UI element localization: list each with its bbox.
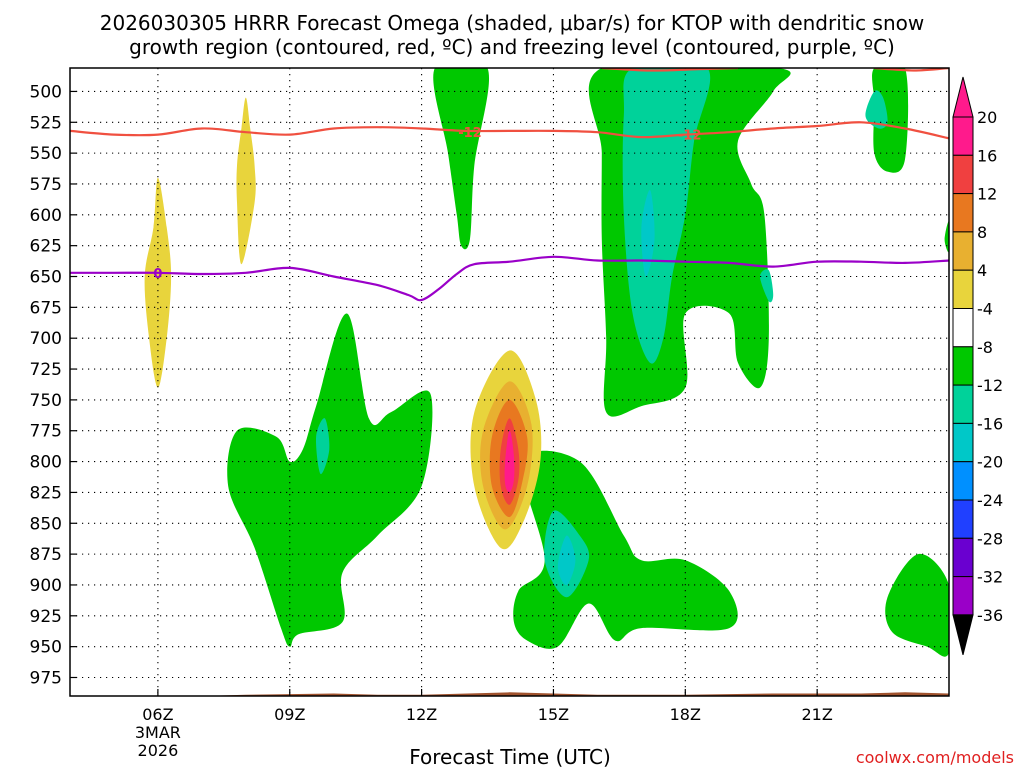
y-tick-label: 900 <box>30 576 62 596</box>
omega-region--16 <box>641 189 655 277</box>
x-year-label: 2026 <box>138 741 179 760</box>
colorbar-segment <box>952 384 974 424</box>
y-tick-label: 850 <box>30 514 62 534</box>
colorbar-segment <box>952 308 974 348</box>
colorbar-segment <box>952 576 974 616</box>
chart-title-line-2: growth region (contoured, red, ºC) and f… <box>129 35 895 59</box>
y-tick-label: 575 <box>30 175 62 195</box>
colorbar-segment <box>952 154 974 195</box>
y-tick-label: 625 <box>30 237 62 257</box>
plot-frame <box>69 67 950 697</box>
y-tick-label: 675 <box>30 298 62 318</box>
colorbar-segment <box>952 231 974 271</box>
y-tick-label: 950 <box>30 638 62 658</box>
colorbar-label: -8 <box>977 338 993 357</box>
colorbar-over-triangle <box>952 76 974 118</box>
x-axis-title: Forecast Time (UTC) <box>409 745 611 768</box>
pressure-axis: 500 525 550 575 600 625 650 675 700 725 750 775 800 8… <box>30 82 77 688</box>
omega-colorbar: 20 16 12 8 4 -4 -8 -12 -16 -20 -24 -28 -32 -36 <box>952 76 1003 656</box>
x-tick-label: 18Z <box>670 705 701 724</box>
colorbar-label: -28 <box>977 529 1003 548</box>
colorbar-label: -12 <box>977 376 1003 395</box>
colorbar-under-triangle <box>952 614 974 656</box>
colorbar-label: -24 <box>977 491 1003 510</box>
x-tick-label: 21Z <box>801 705 832 724</box>
contour-label: -12 <box>678 129 702 144</box>
colorbar-segment <box>952 422 974 463</box>
y-tick-label: 750 <box>30 391 62 411</box>
colorbar-label: 8 <box>977 223 987 242</box>
y-tick-label: 650 <box>30 268 62 288</box>
omega-region--8 <box>227 313 433 647</box>
contour-line <box>70 255 949 302</box>
omega-shaded-regions <box>144 68 949 657</box>
colorbar-label: 12 <box>977 185 997 204</box>
y-tick-label: 525 <box>30 113 62 133</box>
omega-region-20 <box>504 430 515 493</box>
y-tick-label: 975 <box>30 668 62 688</box>
y-tick-label: 775 <box>30 422 62 442</box>
x-tick-label: 12Z <box>406 705 437 724</box>
omega-region--12 <box>622 68 711 364</box>
y-tick-label: 700 <box>30 329 62 349</box>
contour-lines: -12 -12 0 <box>70 68 949 302</box>
colorbar-label: -4 <box>977 300 993 319</box>
omega-region--8 <box>885 554 949 657</box>
omega-region-4 <box>236 97 256 265</box>
colorbar-label: -20 <box>977 453 1003 472</box>
colorbar-label: 20 <box>977 108 997 127</box>
omega-region--8 <box>433 68 490 250</box>
y-tick-label: 825 <box>30 483 62 503</box>
y-tick-label: 500 <box>30 82 62 102</box>
contour-label: -12 <box>458 126 482 141</box>
omega-region--8 <box>944 220 949 253</box>
y-tick-label: 600 <box>30 206 62 226</box>
omega-region--8 <box>513 450 738 649</box>
contour-line <box>70 121 949 140</box>
omega-region--12 <box>760 269 774 303</box>
x-tick-label: 09Z <box>274 705 305 724</box>
colorbar-segment <box>952 499 974 539</box>
colorbar-segment <box>952 269 974 310</box>
omega-region--12 <box>315 418 330 475</box>
omega-region-4 <box>144 177 172 388</box>
colorbar-label: -32 <box>977 568 1003 587</box>
colorbar-segment <box>952 116 974 156</box>
x-tick-label: 06Z <box>142 705 173 724</box>
x-date-label: 3MAR <box>135 723 181 742</box>
colorbar-segment <box>952 346 974 386</box>
colorbar-label: -36 <box>977 606 1003 625</box>
y-tick-label: 725 <box>30 360 62 380</box>
colorbar-segment <box>952 193 974 233</box>
colorbar-label: 16 <box>977 146 997 165</box>
colorbar-segment <box>952 461 974 501</box>
colorbar-label: -16 <box>977 414 1003 433</box>
omega-region--12 <box>865 90 888 129</box>
y-tick-label: 800 <box>30 453 62 473</box>
colorbar-label: 4 <box>977 261 987 280</box>
y-tick-label: 925 <box>30 607 62 627</box>
chart-title-line-1: 2026030305 HRRR Forecast Omega (shaded, … <box>100 11 924 35</box>
y-tick-label: 875 <box>30 545 62 565</box>
omega-region--16 <box>557 535 576 586</box>
pressure-grid <box>70 68 949 696</box>
credit-text: coolwx.com/models <box>856 748 1014 767</box>
x-tick-label: 15Z <box>538 705 569 724</box>
colorbar-segment <box>952 537 974 578</box>
y-tick-label: 550 <box>30 144 62 164</box>
contour-label: 0 <box>153 267 162 282</box>
